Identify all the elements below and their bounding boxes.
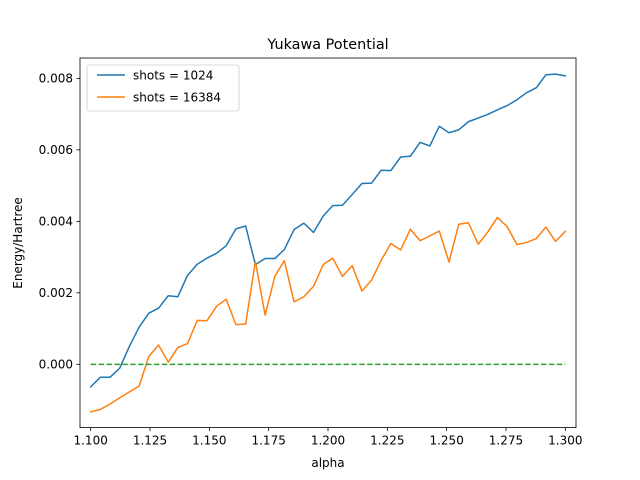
legend: shots = 1024 shots = 16384 <box>86 64 240 112</box>
x-tick-label: 1.125 <box>133 434 167 448</box>
series-line-shots-1024 <box>89 73 567 388</box>
x-axis-label: alpha <box>311 456 344 470</box>
y-tick-label: 0.000 <box>39 358 73 372</box>
series-line-shots-16384 <box>89 216 567 413</box>
x-tick-label: 1.250 <box>429 434 463 448</box>
chart-title: Yukawa Potential <box>266 37 388 53</box>
x-tick-label: 1.200 <box>311 434 345 448</box>
x-tick-label: 1.100 <box>73 434 107 448</box>
x-tick-label: 1.300 <box>548 434 582 448</box>
y-tick-label: 0.002 <box>39 286 73 300</box>
y-axis-label: Energy/Hartree <box>11 197 25 289</box>
legend-label-shots-1024: shots = 1024 <box>133 69 213 83</box>
x-tick-label: 1.175 <box>251 434 285 448</box>
legend-label-shots-16384: shots = 16384 <box>133 91 221 105</box>
plot-series <box>89 73 567 413</box>
y-tick-label: 0.004 <box>39 215 73 229</box>
y-tick-label: 0.008 <box>39 72 73 86</box>
legend-box <box>86 64 240 112</box>
x-tick-label: 1.225 <box>370 434 404 448</box>
y-tick-label: 0.006 <box>39 143 73 157</box>
y-axis: 0.000 0.002 0.004 0.006 0.008 <box>39 72 80 372</box>
x-axis: 1.100 1.125 1.150 1.175 1.200 1.225 1.250 1.275… <box>73 427 583 448</box>
x-tick-label: 1.150 <box>192 434 226 448</box>
x-tick-label: 1.275 <box>489 434 523 448</box>
